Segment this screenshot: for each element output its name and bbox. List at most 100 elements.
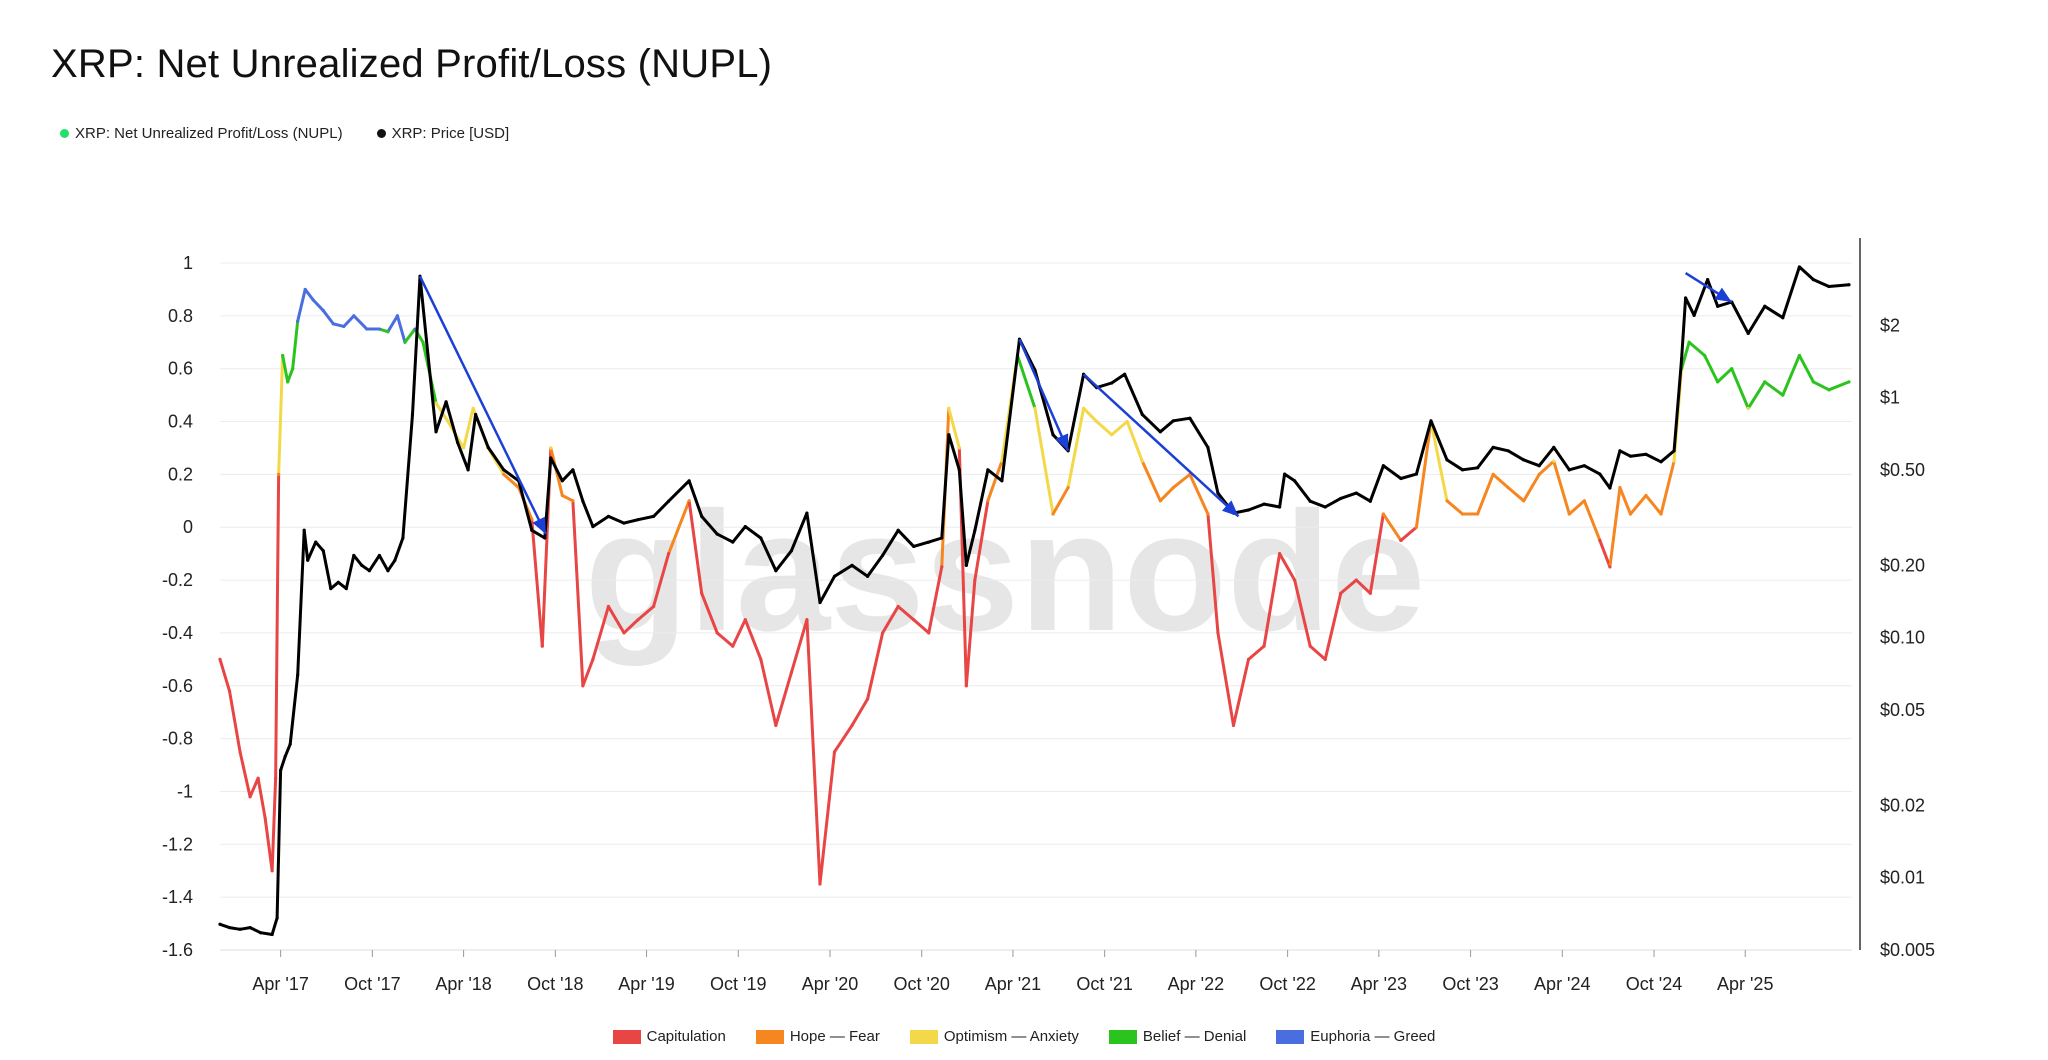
nupl-segment (818, 750, 837, 886)
price-point (466, 468, 470, 472)
nupl-segment (964, 578, 977, 688)
zone-legend-euphoria-greed[interactable]: Euphoria — Greed (1276, 1028, 1435, 1045)
nupl-point (1475, 512, 1480, 516)
nupl-point (1033, 406, 1037, 410)
nupl-point (1308, 644, 1312, 648)
nupl-point (1066, 485, 1070, 490)
nupl-point (560, 493, 564, 498)
nupl-point (1171, 485, 1175, 490)
nupl-point (1082, 406, 1086, 410)
nupl-point (700, 591, 704, 595)
price-point (865, 574, 870, 578)
nupl-segment (1582, 499, 1602, 542)
zone-legend-hope-fear[interactable]: Hope — Fear (755, 1028, 880, 1045)
right-tick-label: $2 (1880, 315, 1900, 335)
legend-item-nupl[interactable]: XRP: Net Unrealized Profit/Loss (NUPL) (60, 125, 343, 142)
price-point (275, 916, 279, 920)
nupl-segment (700, 591, 719, 635)
nupl-point (1506, 485, 1510, 490)
nupl-point (281, 353, 285, 358)
nupl-segment (1140, 459, 1162, 503)
nupl-point (927, 631, 931, 635)
price-point (789, 549, 794, 553)
price-point (279, 768, 283, 772)
right-tick-label: $1 (1880, 388, 1900, 408)
legend-dot-nupl (60, 129, 69, 138)
nupl-segment (1567, 499, 1586, 516)
nupl-segment (652, 552, 671, 608)
nupl-point (1354, 578, 1358, 582)
price-point (270, 932, 274, 937)
x-tick-label: Oct '24 (1626, 974, 1682, 994)
nupl-segment (1381, 512, 1403, 542)
nupl-segment (395, 314, 407, 344)
zone-legend-optimism-anxiety[interactable]: Optimism — Anxiety (909, 1028, 1079, 1045)
left-tick-label: 0.6 (168, 359, 193, 379)
nupl-point (1246, 657, 1251, 661)
nupl-point (238, 750, 242, 754)
nupl-segment (1051, 486, 1070, 516)
nupl-segment (1506, 486, 1526, 503)
price-point (367, 569, 371, 573)
price-point (1051, 433, 1055, 437)
nupl-point (896, 604, 900, 609)
price-point (486, 445, 490, 449)
nupl-point (973, 578, 977, 582)
price-point (957, 468, 961, 472)
nupl-segment (1095, 420, 1114, 437)
nupl-point (1158, 499, 1162, 503)
price-point (238, 927, 242, 931)
x-tick-label: Apr '20 (802, 974, 858, 994)
nupl-point (471, 406, 475, 410)
x-tick-label: Apr '19 (618, 974, 674, 994)
nupl-segment (571, 499, 585, 688)
nupl-segment (1339, 578, 1358, 595)
nupl-segment (1763, 380, 1785, 397)
nupl-point (434, 401, 438, 405)
nupl-point (832, 750, 837, 754)
price-point (360, 563, 364, 567)
nupl-segment (1522, 472, 1541, 503)
nupl-point (395, 314, 400, 318)
nupl-segment (805, 618, 822, 886)
nupl-segment (1308, 644, 1327, 661)
nupl-segment (591, 605, 610, 661)
nupl-segment (1247, 644, 1266, 661)
nupl-segment (1491, 472, 1510, 490)
nupl-point (957, 446, 961, 450)
right-tick-label: $0.02 (1880, 795, 1925, 815)
price-point (336, 580, 340, 584)
legend-item-price[interactable]: XRP: Price [USD] (376, 125, 509, 142)
zone-label-optimism-anxiety: Optimism — Anxiety (943, 1028, 1079, 1045)
price-point (964, 563, 968, 567)
nupl-segment (947, 406, 961, 450)
left-tick-label: 0.2 (168, 464, 193, 484)
nupl-point (1628, 512, 1633, 516)
trend-arrow-head (532, 516, 546, 535)
price-point (1308, 499, 1312, 503)
nupl-point (256, 776, 260, 780)
price-point (1158, 430, 1162, 434)
nupl-point (446, 419, 450, 424)
nupl-point (805, 618, 809, 622)
nupl-point (1797, 353, 1801, 358)
nupl-point (1847, 380, 1851, 384)
price-point (1716, 304, 1720, 308)
trend-arrow-line (418, 275, 547, 535)
price-point (805, 511, 809, 515)
nupl-point (1399, 538, 1403, 543)
nupl-segment (1082, 406, 1099, 424)
nupl-segment (881, 605, 900, 635)
price-point (940, 536, 944, 540)
nupl-segment (1716, 367, 1734, 384)
nupl-point (1687, 340, 1691, 344)
price-point (444, 400, 448, 404)
nupl-point (1552, 459, 1556, 463)
nupl-segment (1680, 340, 1691, 371)
zone-legend-belief-denial[interactable]: Belief — Denial (1108, 1028, 1246, 1045)
zone-legend-capitulation[interactable]: Capitulation (612, 1028, 726, 1045)
nupl-segment (1827, 380, 1851, 392)
nupl-point (865, 697, 870, 701)
price-point (606, 514, 611, 518)
nupl-point (1781, 393, 1785, 397)
